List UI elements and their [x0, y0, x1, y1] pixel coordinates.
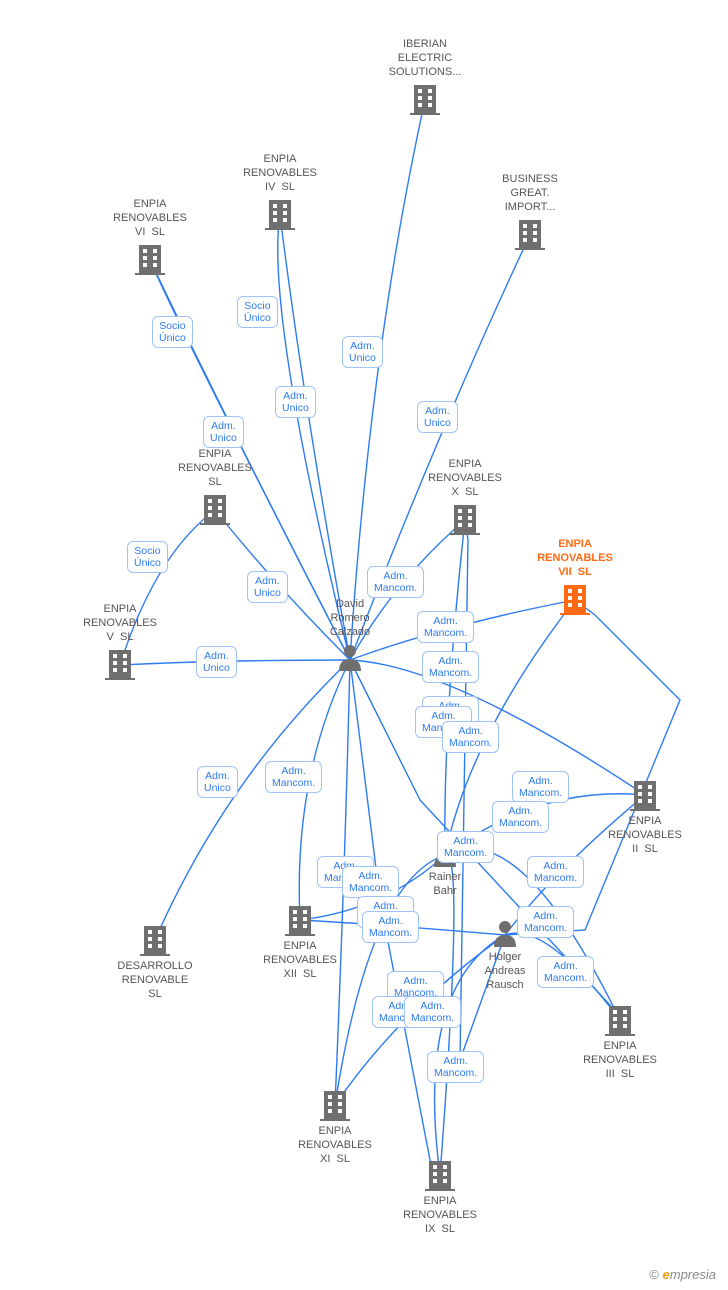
company-node-enpia_xi[interactable]: ENPIARENOVABLESXI SL: [280, 1089, 390, 1166]
edge-label: SocioÚnico: [152, 316, 193, 348]
edge-label: Adm.Mancom.: [512, 771, 569, 803]
company-node-desarrollo[interactable]: DESARROLLORENOVABLESL: [100, 924, 210, 1001]
company-node-enpia_v[interactable]: ENPIARENOVABLESV SL: [65, 603, 175, 680]
node-label: DESARROLLORENOVABLESL: [100, 960, 210, 1001]
node-label: ENPIARENOVABLESVII SL: [520, 538, 630, 579]
node-label: BUSINESSGREAT.IMPORT...: [475, 173, 585, 214]
company-node-enpia_ix[interactable]: ENPIARENOVABLESIX SL: [385, 1159, 495, 1236]
node-label: ENPIARENOVABLESIII SL: [565, 1040, 675, 1081]
node-label: ENPIARENOVABLESIX SL: [385, 1195, 495, 1236]
edge: [280, 215, 350, 660]
edge-label: Adm.Unico: [196, 646, 237, 678]
edge-label: Adm.Mancom.: [442, 721, 499, 753]
node-label: ENPIARENOVABLESIV SL: [225, 153, 335, 194]
edge-label: Adm.Unico: [197, 766, 238, 798]
company-node-enpia_vii[interactable]: ENPIARENOVABLESVII SL: [520, 538, 630, 615]
edge: [155, 660, 350, 940]
node-label: ENPIARENOVABLESV SL: [65, 603, 175, 644]
node-label: ENPIARENOVABLESSL: [160, 448, 270, 489]
company-node-enpia_sl[interactable]: ENPIARENOVABLESSL: [160, 448, 270, 525]
edge-label: Adm.Mancom.: [404, 996, 461, 1028]
node-label: ENPIARENOVABLESX SL: [410, 458, 520, 499]
company-node-enpia_xii[interactable]: ENPIARENOVABLESXII SL: [245, 904, 355, 981]
edge-label: Adm.Unico: [275, 386, 316, 418]
company-node-business[interactable]: BUSINESSGREAT.IMPORT...: [475, 173, 585, 250]
edge-label: Adm.Mancom.: [427, 1051, 484, 1083]
edge-label: Adm.Mancom.: [437, 831, 494, 863]
company-node-enpia_iii[interactable]: ENPIARENOVABLESIII SL: [565, 1004, 675, 1081]
person-node-david[interactable]: DavidRomeroCalzado: [295, 598, 405, 671]
edge-label: Adm.Unico: [203, 416, 244, 448]
company-node-enpia_iv[interactable]: ENPIARENOVABLESIV SL: [225, 153, 335, 230]
edge: [278, 215, 350, 660]
node-label: RainerBahr: [390, 871, 500, 899]
company-node-enpia_ii[interactable]: ENPIARENOVABLESII SL: [590, 779, 700, 856]
edge-label: SocioÚnico: [237, 296, 278, 328]
node-label: ENPIARENOVABLESVI SL: [95, 198, 205, 239]
edge-label: Adm.Unico: [247, 571, 288, 603]
edge: [445, 520, 465, 855]
edge-label: Adm.Mancom.: [527, 856, 584, 888]
company-node-iberian[interactable]: IBERIANELECTRICSOLUTIONS...: [370, 38, 480, 115]
copyright-symbol: ©: [649, 1267, 659, 1282]
edge-label: Adm.Mancom.: [265, 761, 322, 793]
edge-label: SocioÚnico: [127, 541, 168, 573]
edge-label: Adm.Unico: [417, 401, 458, 433]
edge-label: Adm.Mancom.: [537, 956, 594, 988]
edge-label: Adm.Mancom.: [362, 911, 419, 943]
brand-initial: e: [663, 1267, 670, 1282]
edge-label: Adm.Mancom.: [417, 611, 474, 643]
edge-label: Adm.Mancom.: [342, 866, 399, 898]
watermark: © empresia: [649, 1267, 716, 1282]
node-label: ENPIARENOVABLESXI SL: [280, 1125, 390, 1166]
node-label: IBERIANELECTRICSOLUTIONS...: [370, 38, 480, 79]
edge-label: Adm.Mancom.: [422, 651, 479, 683]
company-node-enpia_x[interactable]: ENPIARENOVABLESX SL: [410, 458, 520, 535]
edge-label: Adm.Mancom.: [492, 801, 549, 833]
node-label: ENPIARENOVABLESII SL: [590, 815, 700, 856]
edge-label: Adm.Mancom.: [367, 566, 424, 598]
company-node-enpia_vi[interactable]: ENPIARENOVABLESVI SL: [95, 198, 205, 275]
node-label: DavidRomeroCalzado: [295, 598, 405, 639]
edge-label: Adm.Unico: [342, 336, 383, 368]
brand-rest: mpresia: [670, 1267, 716, 1282]
edge-label: Adm.Mancom.: [517, 906, 574, 938]
node-label: ENPIARENOVABLESXII SL: [245, 940, 355, 981]
